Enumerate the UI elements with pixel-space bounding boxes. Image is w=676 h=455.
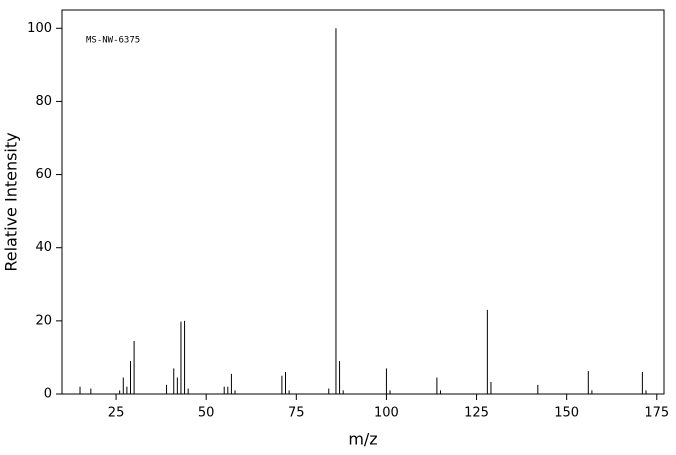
- x-tick-label: 25: [108, 406, 125, 421]
- y-tick-label: 20: [35, 313, 52, 328]
- annotation: MS-NW-6375: [86, 36, 140, 46]
- x-tick-label: 150: [554, 406, 579, 421]
- x-tick-label: 50: [198, 406, 215, 421]
- x-tick-label: 175: [644, 406, 669, 421]
- y-tick-label: 60: [35, 167, 52, 182]
- x-axis-label: m/z: [348, 430, 377, 449]
- plot-frame: [61, 9, 665, 395]
- y-tick-label: 80: [35, 94, 52, 109]
- x-tick-label: 125: [464, 406, 489, 421]
- x-tick-label: 100: [374, 406, 399, 421]
- y-axis-label: Relative Intensity: [2, 132, 21, 271]
- y-tick-label: 100: [27, 21, 52, 36]
- y-tick-label: 0: [44, 387, 52, 402]
- y-tick-label: 40: [35, 240, 52, 255]
- x-tick-label: 75: [288, 406, 305, 421]
